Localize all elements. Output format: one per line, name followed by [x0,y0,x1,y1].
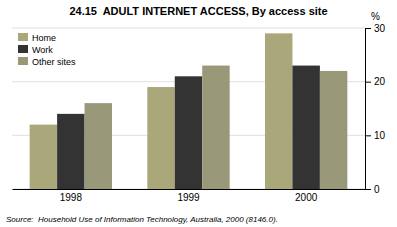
bar-series [30,33,293,189]
bar-series [57,66,320,189]
y-tick: 30 [365,23,386,34]
legend-item: Other sites [18,57,76,67]
x-tick-label: 1998 [60,192,83,203]
bar [147,87,174,189]
bar [292,66,319,189]
legend-swatch [18,33,28,41]
bar [175,76,202,189]
x-tick: 1999 [177,189,200,203]
y-tick-mark [365,82,371,83]
legend-swatch [18,57,28,65]
legend-label: Work [32,45,53,55]
bar [202,66,229,189]
grid [12,28,365,189]
grid-line [12,28,365,29]
y-tick-mark [365,189,371,190]
bar [85,103,112,189]
plot: 1998 1999 2000 0 10 20 30 Home Work Other sites [12,23,386,203]
chart: 1998 1999 2000 0 10 20 30 Home Work Other sites% 2… [0,0,397,227]
y-tick: 0 [365,184,380,195]
x-axis-line [13,189,366,190]
legend: Home Work Other sites [18,33,76,67]
legend-item: Home [18,33,56,43]
y-axis: 0 10 20 30 [365,23,386,195]
y-axis-title: % [371,11,380,22]
legend-swatch [18,45,28,53]
bar [265,33,292,189]
y-axis-line [366,29,372,190]
y-tick: 10 [365,130,386,141]
legend-item: Work [18,45,53,55]
y-tick-label: 20 [374,76,386,87]
bar [30,125,57,189]
y-tick-mark [365,135,371,136]
title: 24.15 ADULT INTERNET ACCESS, By access s… [69,5,327,17]
y-tick-mark [365,28,371,29]
y-tick-label: 30 [374,23,386,34]
x-tick: 1998 [60,189,83,203]
x-axis: 1998 1999 2000 [13,189,366,203]
bar-series [85,66,348,189]
source-note: Source: Household Use of Information Tec… [6,215,278,224]
y-tick: 20 [365,76,386,87]
y-tick-label: 0 [374,184,380,195]
legend-label: Home [32,33,56,43]
bar [57,114,84,189]
y-tick-label: 10 [374,130,386,141]
bars [30,33,348,189]
legend-label: Other sites [32,57,76,67]
x-tick-label: 1999 [177,192,200,203]
x-tick: 2000 [295,189,318,203]
x-tick-label: 2000 [295,192,318,203]
bar [320,71,347,189]
